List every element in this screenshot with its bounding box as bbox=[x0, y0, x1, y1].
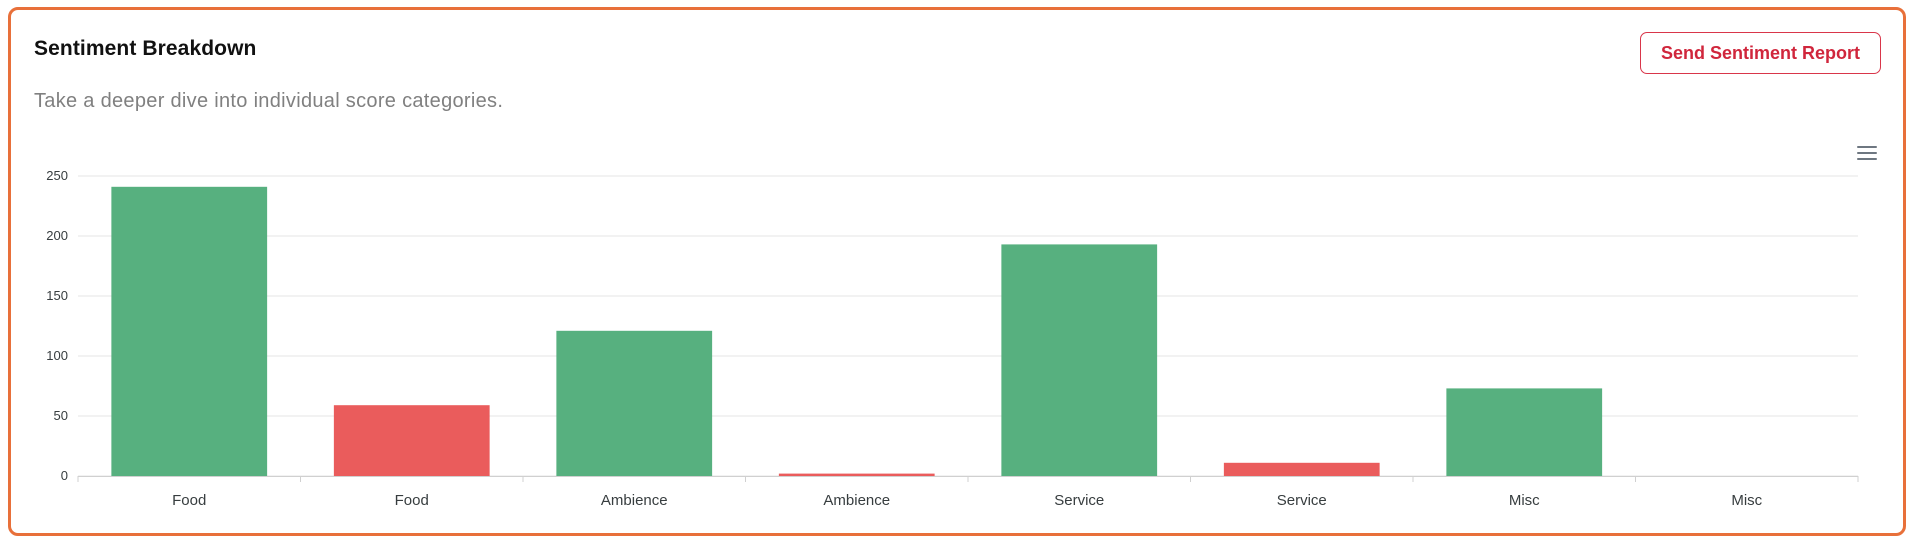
y-tick-label: 100 bbox=[46, 348, 68, 363]
y-tick-label: 0 bbox=[61, 468, 68, 483]
send-sentiment-report-button[interactable]: Send Sentiment Report bbox=[1640, 32, 1881, 74]
sentiment-breakdown-card: Sentiment Breakdown Take a deeper dive i… bbox=[8, 7, 1906, 536]
x-category-label: Service bbox=[1054, 492, 1104, 509]
y-tick-label: 200 bbox=[46, 228, 68, 243]
y-tick-label: 50 bbox=[54, 408, 68, 423]
sentiment-bar-chart: 0 50 100 150 200 250 Food Food Ambience Ambience S… bbox=[46, 168, 1859, 509]
bar-negative[interactable] bbox=[333, 405, 490, 476]
bar-positive[interactable] bbox=[111, 186, 268, 477]
bar-negative[interactable] bbox=[778, 473, 935, 476]
x-category-label: Ambience bbox=[601, 492, 668, 509]
y-tick-label: 250 bbox=[46, 168, 68, 183]
y-tick-label: 150 bbox=[46, 288, 68, 303]
bar-negative[interactable] bbox=[1223, 462, 1380, 476]
x-category-label: Misc bbox=[1509, 492, 1540, 509]
card-title: Sentiment Breakdown bbox=[34, 37, 257, 60]
bar-positive[interactable] bbox=[1001, 244, 1158, 476]
bar-positive[interactable] bbox=[1446, 388, 1603, 476]
x-category-label: Service bbox=[1277, 492, 1327, 509]
bar-positive[interactable] bbox=[556, 330, 713, 476]
card-subtitle: Take a deeper dive into individual score… bbox=[34, 90, 504, 112]
x-category-label: Misc bbox=[1731, 492, 1762, 509]
x-category-label: Food bbox=[172, 492, 206, 509]
x-category-label: Food bbox=[395, 492, 429, 509]
hamburger-menu-icon[interactable] bbox=[1857, 146, 1877, 162]
x-category-label: Ambience bbox=[823, 492, 890, 509]
